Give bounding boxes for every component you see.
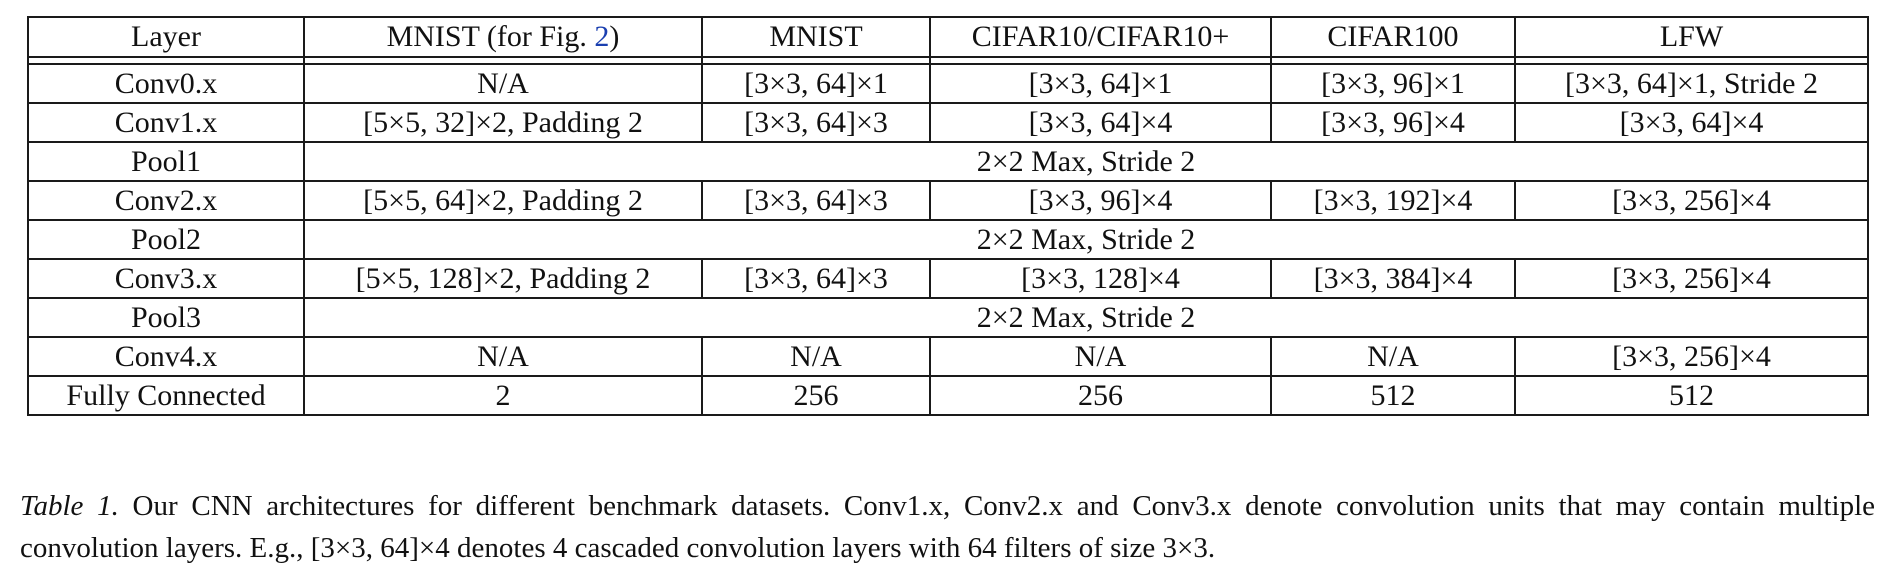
table-header: Layer MNIST (for Fig. 2) MNIST CIFAR10/C…: [27, 16, 1869, 58]
table-row-fully-connected: Fully Connected 2 256 256 512 512: [27, 375, 1869, 416]
layer-name: Pool3: [27, 297, 305, 338]
header-mnist-fig2-suffix: ): [609, 20, 620, 53]
architecture-table: Layer MNIST (for Fig. 2) MNIST CIFAR10/C…: [27, 16, 1869, 416]
table-row-conv4: Conv4.x N/A N/A N/A N/A [3×3, 256]×4: [27, 336, 1869, 377]
table-cell: [3×3, 256]×4: [1514, 336, 1869, 377]
table-cell: [3×3, 192]×4: [1270, 180, 1516, 221]
spanning-cell: 2×2 Max, Stride 2: [303, 219, 1869, 260]
table-cell: 512: [1270, 375, 1516, 416]
table-cell: [3×3, 64]×4: [1514, 102, 1869, 143]
layer-name: Pool1: [27, 141, 305, 182]
header-gap: [27, 56, 1869, 65]
table-cell: N/A: [701, 336, 931, 377]
table-row-pool2: Pool2 2×2 Max, Stride 2: [27, 219, 1869, 260]
header-row: Layer MNIST (for Fig. 2) MNIST CIFAR10/C…: [27, 16, 1869, 58]
table-row-pool3: Pool3 2×2 Max, Stride 2: [27, 297, 1869, 338]
table-cell: 512: [1514, 375, 1869, 416]
gap-cell: [701, 56, 931, 65]
gap-cell: [929, 56, 1272, 65]
table-cell: [3×3, 64]×3: [701, 258, 931, 299]
table-row-conv2: Conv2.x [5×5, 64]×2, Padding 2 [3×3, 64]…: [27, 180, 1869, 221]
table-cell: N/A: [303, 63, 703, 104]
table-cell: 256: [701, 375, 931, 416]
header-mnist-fig2: MNIST (for Fig. 2): [303, 16, 703, 58]
table-cell: 256: [929, 375, 1272, 416]
table-cell: [3×3, 96]×4: [1270, 102, 1516, 143]
table-cell: [3×3, 256]×4: [1514, 258, 1869, 299]
table-cell: [3×3, 96]×4: [929, 180, 1272, 221]
header-layer: Layer: [27, 16, 305, 58]
table-row-pool1: Pool1 2×2 Max, Stride 2: [27, 141, 1869, 182]
gap-cell: [1514, 56, 1869, 65]
table-cell: [5×5, 128]×2, Padding 2: [303, 258, 703, 299]
table-cell: [3×3, 96]×1: [1270, 63, 1516, 104]
gap-cell: [303, 56, 703, 65]
table-cell: [3×3, 64]×1, Stride 2: [1514, 63, 1869, 104]
layer-name: Conv1.x: [27, 102, 305, 143]
gap-cell: [1270, 56, 1516, 65]
table-cell: [5×5, 32]×2, Padding 2: [303, 102, 703, 143]
caption-text: Our CNN architectures for different benc…: [20, 490, 1876, 564]
table-body: Conv0.x N/A [3×3, 64]×1 [3×3, 64]×1 [3×3…: [27, 56, 1869, 416]
table-row-conv3: Conv3.x [5×5, 128]×2, Padding 2 [3×3, 64…: [27, 258, 1869, 299]
table-cell: [3×3, 64]×3: [701, 102, 931, 143]
table-cell: N/A: [929, 336, 1272, 377]
table-row-conv0: Conv0.x N/A [3×3, 64]×1 [3×3, 64]×1 [3×3…: [27, 63, 1869, 104]
table-cell: [5×5, 64]×2, Padding 2: [303, 180, 703, 221]
header-mnist-fig2-prefix: MNIST (for Fig.: [386, 20, 595, 53]
layer-name: Pool2: [27, 219, 305, 260]
table-cell: [3×3, 128]×4: [929, 258, 1272, 299]
spanning-cell: 2×2 Max, Stride 2: [303, 297, 1869, 338]
table-caption: Table 1. Our CNN architectures for diffe…: [20, 485, 1875, 569]
gap-cell: [27, 56, 305, 65]
header-mnist: MNIST: [701, 16, 931, 58]
layer-name: Conv0.x: [27, 63, 305, 104]
header-cifar10: CIFAR10/CIFAR10+: [929, 16, 1272, 58]
table-cell: [3×3, 384]×4: [1270, 258, 1516, 299]
caption-label: Table 1.: [20, 490, 119, 522]
header-cifar100: CIFAR100: [1270, 16, 1516, 58]
spanning-cell: 2×2 Max, Stride 2: [303, 141, 1869, 182]
table-cell: 2: [303, 375, 703, 416]
layer-name: Conv4.x: [27, 336, 305, 377]
table-cell: N/A: [303, 336, 703, 377]
table-cell: [3×3, 64]×3: [701, 180, 931, 221]
table-cell: [3×3, 64]×1: [929, 63, 1272, 104]
figure-reference-link[interactable]: 2: [594, 20, 610, 53]
layer-name: Conv2.x: [27, 180, 305, 221]
header-lfw: LFW: [1514, 16, 1869, 58]
layer-name: Conv3.x: [27, 258, 305, 299]
table-cell: [3×3, 64]×1: [701, 63, 931, 104]
table-cell: [3×3, 64]×4: [929, 102, 1272, 143]
table-cell: N/A: [1270, 336, 1516, 377]
table-row-conv1: Conv1.x [5×5, 32]×2, Padding 2 [3×3, 64]…: [27, 102, 1869, 143]
table-cell: [3×3, 256]×4: [1514, 180, 1869, 221]
layer-name: Fully Connected: [27, 375, 305, 416]
